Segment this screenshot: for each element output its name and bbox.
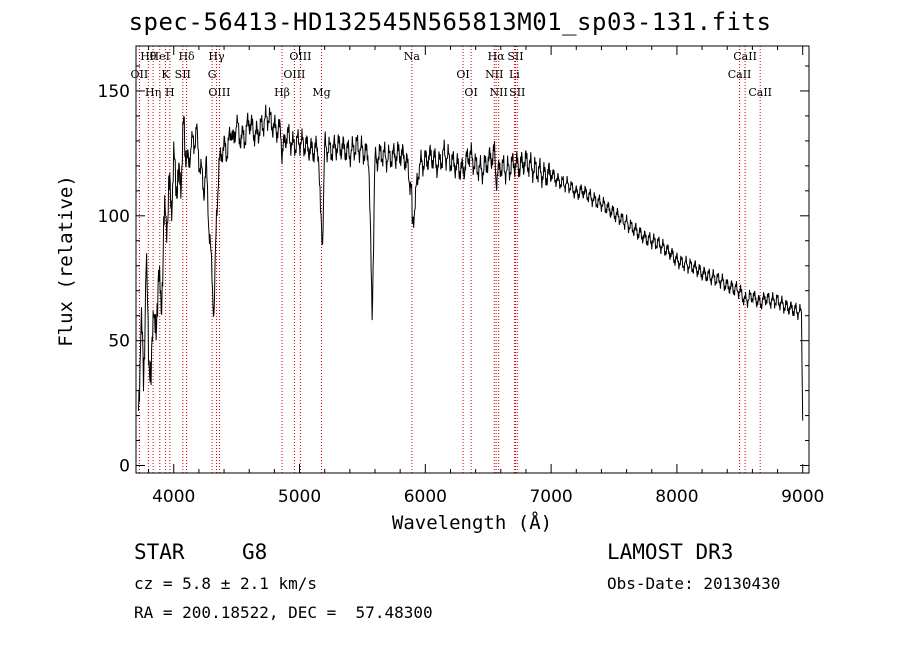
y-tick-label-1: 50: [108, 332, 130, 352]
spectral-line-markers: [138, 46, 761, 473]
coordinates: RA = 200.18522, DEC = 57.48300: [134, 603, 433, 622]
spectrum-series-line: [138, 104, 804, 421]
x-tick-label-5: 9000: [781, 487, 824, 507]
line-label-5: H: [165, 86, 175, 99]
line-label-14: Mg: [312, 86, 330, 99]
y-axis-label: Flux (relative): [55, 175, 77, 347]
obs-date: Obs-Date: 20130430: [607, 574, 781, 593]
line-label-26: CaII: [748, 86, 772, 99]
y-axis-ticks: 0 50 100 150: [98, 65, 809, 477]
x-tick-label-3: 7000: [529, 487, 572, 507]
line-label-21: SII: [507, 50, 523, 63]
line-label-2: Hη: [145, 86, 161, 99]
line-label-15: Na: [404, 50, 421, 63]
y-tick-label-0: 0: [119, 457, 130, 477]
x-tick-label-2: 6000: [404, 487, 447, 507]
line-label-20: NII: [490, 86, 508, 99]
x-axis-ticks: 4000 5000 6000 7000 8000 9000: [148, 46, 824, 507]
line-label-4: K: [161, 68, 170, 81]
line-label-10: G: [208, 68, 217, 81]
line-label-9: Hγ: [208, 50, 225, 63]
line-label-7: SII: [175, 68, 191, 81]
line-label-17: OI: [464, 86, 477, 99]
x-tick-label-1: 5000: [278, 487, 321, 507]
line-label-19: NII: [485, 68, 503, 81]
object-class: STAR: [134, 540, 185, 564]
y-tick-label-3: 150: [98, 82, 130, 102]
line-label-1: OII: [131, 68, 149, 81]
line-label-11: Hβ: [274, 86, 290, 99]
plot-frame: [135, 45, 810, 474]
line-label-13: OIII: [283, 68, 305, 81]
line-label-3: HeI: [150, 50, 170, 63]
line-label-0: Hθ: [140, 50, 157, 63]
x-tick-label-4: 8000: [655, 487, 698, 507]
line-label-25: CaII: [728, 68, 752, 81]
chart-title: spec-56413-HD132545N565813M01_sp03-131.f…: [128, 8, 772, 36]
line-label-8: OIII: [208, 86, 230, 99]
x-axis-label: Wavelength (Å): [392, 511, 552, 534]
redshift-text: cz = 5.8 ± 2.1 km/s: [134, 574, 318, 593]
line-label-18: Hα: [488, 50, 506, 63]
line-label-24: CaII: [733, 50, 757, 63]
line-label-22: Li: [509, 68, 520, 81]
x-tick-label-0: 4000: [152, 487, 195, 507]
survey-name: LAMOST DR3: [607, 540, 734, 564]
line-label-6: Hδ: [178, 50, 195, 63]
line-label-16: OI: [456, 68, 469, 81]
line-label-12: OIII: [289, 50, 311, 63]
line-label-23: SII: [509, 86, 525, 99]
y-tick-label-2: 100: [98, 207, 130, 227]
spectral-line-labels: Hθ OII Hη HeI KH Hδ SII OIII Hγ G Hβ OIII OIII Mg Na OI…: [131, 50, 772, 99]
object-subclass: G8: [242, 540, 268, 564]
